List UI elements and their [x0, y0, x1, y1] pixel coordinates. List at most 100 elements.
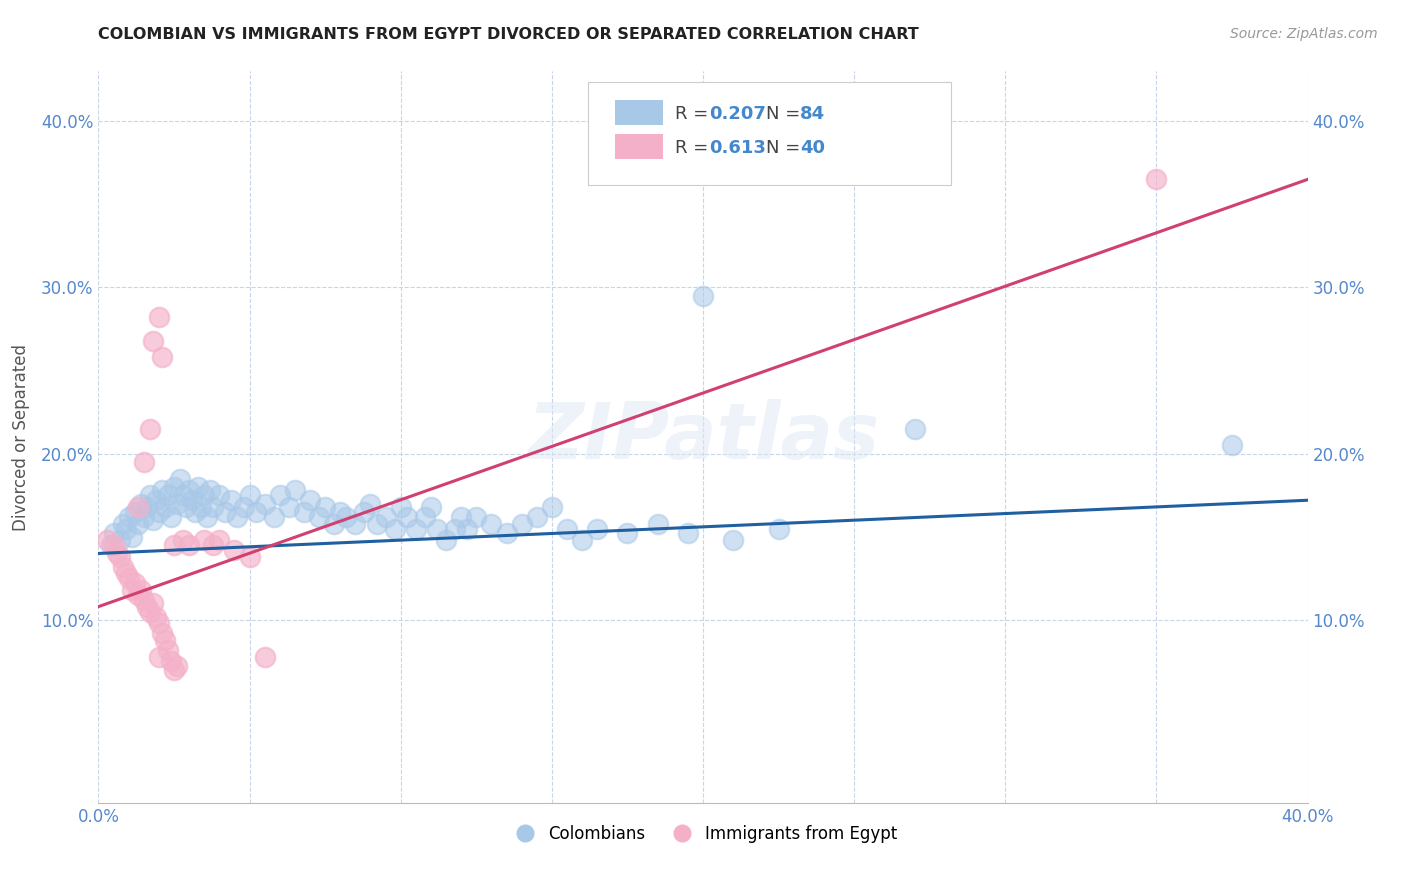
Point — [139, 422, 162, 436]
Point — [166, 659, 188, 673]
Point — [456, 521, 478, 535]
Point — [202, 538, 225, 552]
Point — [187, 480, 209, 494]
Point — [495, 526, 517, 541]
Point — [179, 483, 201, 498]
Point — [193, 488, 215, 502]
Point — [145, 609, 167, 624]
Text: N =: N = — [766, 104, 806, 123]
Point — [263, 509, 285, 524]
Point — [444, 521, 467, 535]
Point — [481, 516, 503, 531]
Point — [353, 505, 375, 519]
Point — [160, 655, 183, 669]
Point — [232, 500, 254, 514]
Point — [118, 571, 141, 585]
Point — [145, 493, 167, 508]
Point — [389, 500, 412, 514]
Point — [105, 546, 128, 560]
Point — [239, 488, 262, 502]
Point — [245, 505, 267, 519]
Point — [277, 500, 299, 514]
Point — [135, 599, 157, 614]
Point — [465, 509, 488, 524]
Point — [103, 538, 125, 552]
Point — [616, 526, 638, 541]
Point — [384, 521, 406, 535]
FancyBboxPatch shape — [588, 82, 950, 185]
Point — [132, 455, 155, 469]
Point — [111, 559, 134, 574]
Point — [314, 500, 336, 514]
Point — [344, 516, 367, 531]
Point — [420, 500, 443, 514]
Point — [510, 516, 533, 531]
Point — [118, 509, 141, 524]
Point — [208, 488, 231, 502]
Point — [405, 521, 427, 535]
Point — [174, 500, 197, 514]
Point — [676, 526, 699, 541]
Point — [253, 649, 276, 664]
Point — [413, 509, 436, 524]
Point — [284, 483, 307, 498]
Text: N =: N = — [766, 139, 806, 157]
Point — [169, 472, 191, 486]
Point — [366, 516, 388, 531]
Point — [202, 500, 225, 514]
Point — [150, 351, 173, 365]
Point — [239, 549, 262, 564]
Point — [190, 500, 212, 514]
Point — [224, 543, 246, 558]
Point — [129, 497, 152, 511]
Point — [166, 497, 188, 511]
Point — [374, 509, 396, 524]
Point — [108, 533, 131, 548]
Point — [193, 533, 215, 548]
Point — [226, 509, 249, 524]
Point — [163, 538, 186, 552]
Point — [124, 576, 146, 591]
Point — [150, 626, 173, 640]
Point — [426, 521, 449, 535]
Point — [208, 533, 231, 548]
Point — [148, 616, 170, 631]
Point — [571, 533, 593, 548]
Point — [142, 513, 165, 527]
Point — [434, 533, 457, 548]
Point — [150, 483, 173, 498]
Point — [1144, 172, 1167, 186]
Point — [647, 516, 669, 531]
Point — [221, 493, 243, 508]
Point — [127, 588, 149, 602]
Point — [121, 530, 143, 544]
Point — [184, 505, 207, 519]
Point — [360, 497, 382, 511]
Point — [768, 521, 790, 535]
Point — [153, 500, 176, 514]
Point — [526, 509, 548, 524]
Point — [124, 505, 146, 519]
Point — [127, 516, 149, 531]
Text: 0.207: 0.207 — [709, 104, 766, 123]
Point — [329, 505, 352, 519]
FancyBboxPatch shape — [614, 135, 664, 159]
Point — [195, 509, 218, 524]
Point — [139, 488, 162, 502]
Point — [299, 493, 322, 508]
Point — [179, 538, 201, 552]
Point — [114, 521, 136, 535]
Point — [139, 605, 162, 619]
Point — [96, 533, 118, 548]
Point — [163, 480, 186, 494]
Point — [450, 509, 472, 524]
FancyBboxPatch shape — [614, 100, 664, 125]
Point — [156, 643, 179, 657]
Point — [292, 505, 315, 519]
Point — [135, 500, 157, 514]
Point — [114, 566, 136, 581]
Point — [153, 632, 176, 647]
Point — [148, 505, 170, 519]
Text: ZIPatlas: ZIPatlas — [527, 399, 879, 475]
Point — [108, 549, 131, 564]
